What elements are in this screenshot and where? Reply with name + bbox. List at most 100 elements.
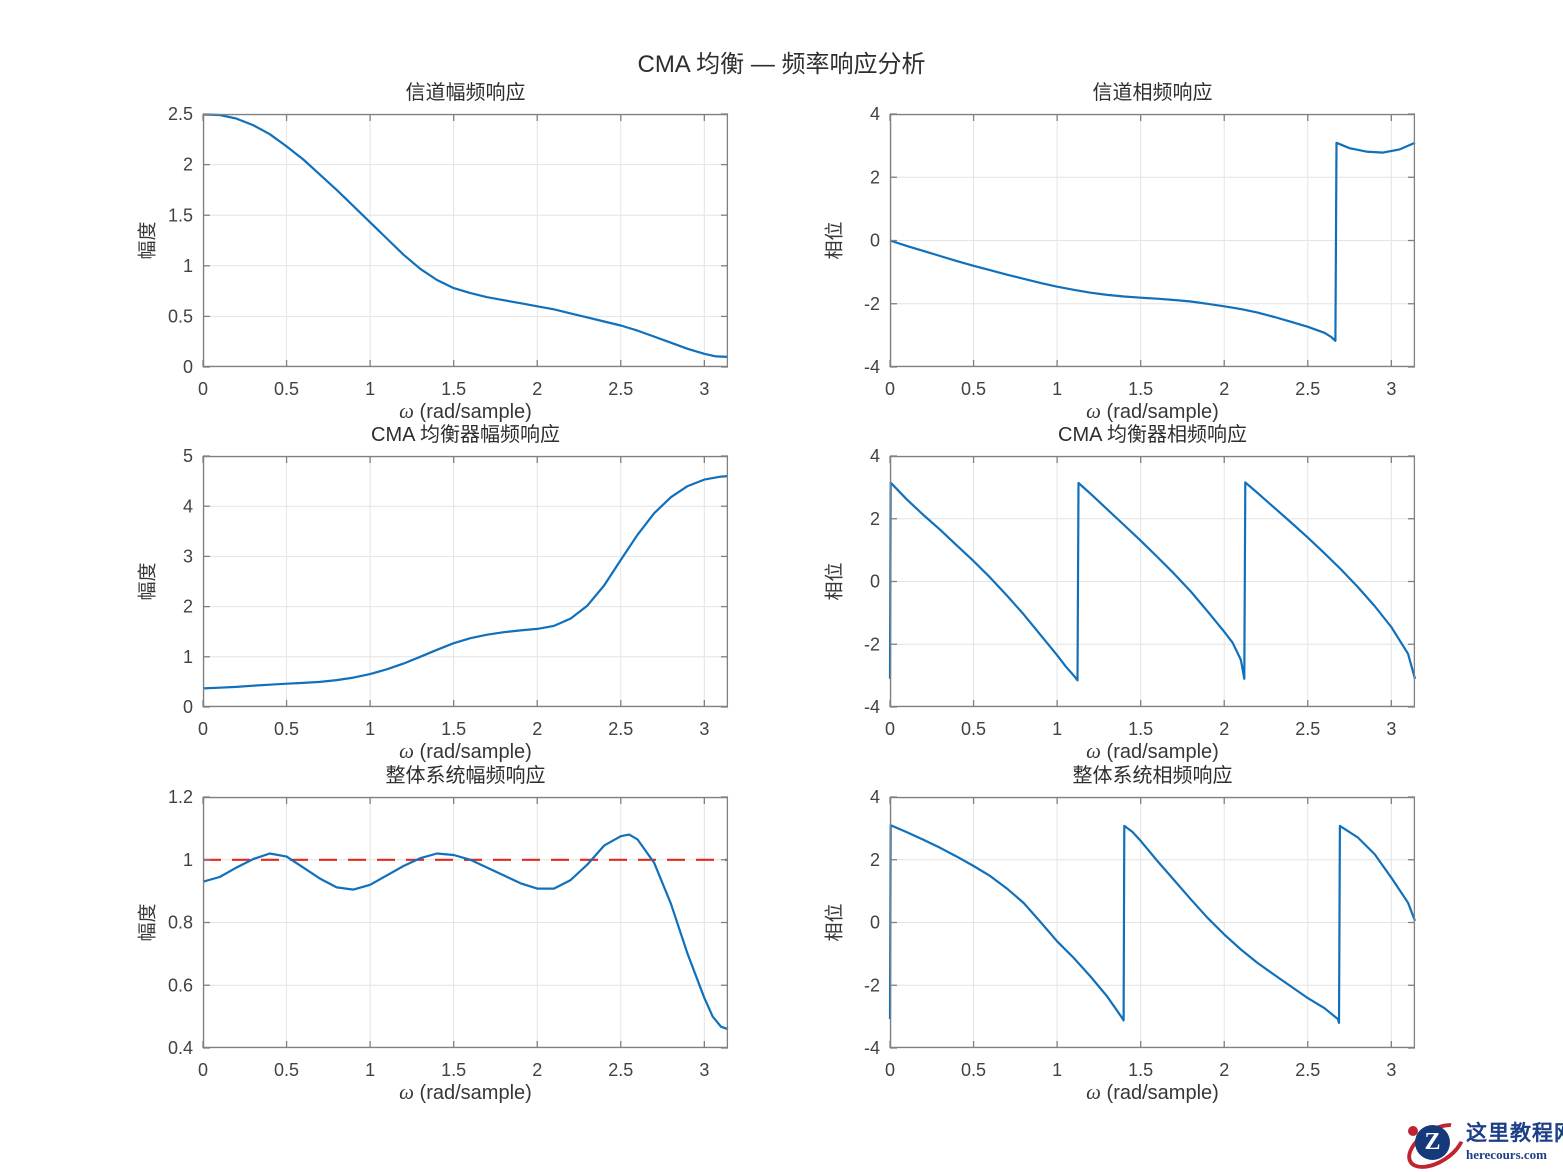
subplot-title: 整体系统幅频响应 — [385, 765, 546, 787]
y-axis-label: 幅度 — [137, 903, 159, 942]
x-tick-label: 2 — [1219, 1060, 1229, 1080]
subplot-equalizer-magnitude: CMA 均衡器幅频响应 幅度 0 0.5 1 1.5 2 2.5 3 0 1 2 3 4 5 ω (ra… — [138, 424, 729, 763]
x-tick-label: 0.5 — [961, 1060, 986, 1080]
y-tick-label: 4 — [183, 496, 193, 516]
series-line-overall-phase — [888, 824, 1417, 1024]
x-axis-label: ω (rad/sample) — [1086, 1080, 1219, 1104]
series-line-equalizer-phase — [888, 481, 1417, 682]
subplot-title: 信道相频响应 — [1092, 82, 1213, 104]
plot-canvas: 0 0.5 1 1.5 2 2.5 3 0 0.5 1 1.5 2 2.5 — [168, 104, 729, 399]
x-tick-label: 2 — [532, 379, 542, 399]
axes-box — [202, 455, 729, 708]
x-tick-label: 1.5 — [441, 1060, 466, 1080]
watermark-logo: Z — [1399, 1113, 1473, 1172]
subplot-channel-phase: 信道相频响应 相位 0 0.5 1 1.5 2 2.5 3 -4 -2 0 2 4 ω (rad/sa… — [825, 82, 1416, 423]
x-tick-label: 2.5 — [1295, 379, 1320, 399]
y-tick-label: 0 — [870, 231, 880, 251]
y-tick-label: 2 — [183, 597, 193, 617]
y-tick-label: -4 — [864, 357, 880, 377]
x-tick-label: 0 — [198, 379, 208, 399]
y-tick-label: -2 — [864, 294, 880, 314]
x-tick-label: 3 — [699, 1060, 709, 1080]
subplot-title: CMA 均衡器幅频响应 — [371, 424, 560, 446]
y-tick-label: 1.5 — [168, 205, 193, 225]
x-tick-label: 1 — [365, 1060, 375, 1080]
subplot-title: CMA 均衡器相频响应 — [1058, 424, 1247, 446]
y-axis-label: 相位 — [824, 903, 846, 942]
y-tick-label: 4 — [870, 104, 880, 124]
y-tick-label: 1.2 — [168, 787, 193, 807]
plot-canvas: 0 0.5 1 1.5 2 2.5 3 0 1 2 3 4 5 — [183, 446, 729, 739]
y-tick-label: 2 — [870, 509, 880, 529]
x-tick-label: 2.5 — [608, 379, 633, 399]
x-tick-label: 2.5 — [608, 1060, 633, 1080]
y-tick-label: 3 — [183, 547, 193, 567]
x-tick-label: 2.5 — [608, 719, 633, 739]
y-axis-label: 幅度 — [137, 562, 159, 601]
x-tick-label: 0.5 — [274, 1060, 299, 1080]
y-tick-label: 0 — [183, 357, 193, 377]
y-axis-label: 相位 — [824, 221, 846, 260]
x-tick-label: 1.5 — [1128, 719, 1153, 739]
x-tick-label: 3 — [1386, 719, 1396, 739]
x-tick-label: 0 — [885, 379, 895, 399]
y-tick-label: 2 — [870, 850, 880, 870]
y-tick-label: 0 — [870, 913, 880, 933]
x-tick-label: 3 — [1386, 1060, 1396, 1080]
plot-canvas: 0 0.5 1 1.5 2 2.5 3 -4 -2 0 2 4 — [864, 446, 1417, 739]
y-axis-label: 相位 — [824, 562, 846, 601]
y-tick-label: 4 — [870, 787, 880, 807]
watermark: Z 这里教程网 herecours.com — [1399, 1113, 1563, 1172]
subplot-equalizer-phase: CMA 均衡器相频响应 相位 0 0.5 1 1.5 2 2.5 3 -4 -2 0 2 4 ω (r… — [825, 424, 1417, 763]
x-tick-label: 2.5 — [1295, 1060, 1320, 1080]
y-tick-label: 0 — [183, 697, 193, 717]
x-axis-label: ω (rad/sample) — [1086, 399, 1219, 423]
watermark-logo-letter: Z — [1424, 1129, 1441, 1155]
subplot-overall-phase: 整体系统相频响应 相位 0 0.5 1 1.5 2 2.5 3 -4 -2 0 2 4 ω (rad/… — [825, 765, 1417, 1104]
series-line-overall-magnitude — [202, 833, 729, 1031]
x-tick-label: 1 — [1052, 1060, 1062, 1080]
y-tick-label: 2.5 — [168, 104, 193, 124]
y-axis-label: 幅度 — [137, 221, 159, 260]
x-tick-label: 0.5 — [274, 719, 299, 739]
y-tick-label: 2 — [183, 155, 193, 175]
x-tick-label: 1.5 — [1128, 379, 1153, 399]
x-tick-label: 0.5 — [961, 719, 986, 739]
x-axis-label: ω (rad/sample) — [399, 739, 532, 763]
y-tick-label: 1 — [183, 256, 193, 276]
x-axis-label: ω (rad/sample) — [399, 399, 532, 423]
x-tick-label: 2.5 — [1295, 719, 1320, 739]
x-tick-label: 1 — [1052, 379, 1062, 399]
x-tick-label: 0.5 — [274, 379, 299, 399]
y-tick-label: 0.5 — [168, 307, 193, 327]
x-tick-label: 2 — [1219, 719, 1229, 739]
x-tick-label: 1 — [1052, 719, 1062, 739]
plot-canvas: 0 0.5 1 1.5 2 2.5 3 0.4 0.6 0.8 1 1.2 — [168, 787, 729, 1080]
series-line-equalizer-magnitude — [202, 475, 729, 690]
y-tick-label: 1 — [183, 850, 193, 870]
watermark-site-name: 这里教程网 — [1466, 1121, 1563, 1145]
y-tick-label: 4 — [870, 446, 880, 466]
x-tick-label: 3 — [1386, 379, 1396, 399]
y-tick-label: 0.8 — [168, 913, 193, 933]
x-tick-label: 0.5 — [961, 379, 986, 399]
figure-title: CMA 均衡 — 频率响应分析 — [637, 51, 926, 78]
x-tick-label: 1.5 — [441, 379, 466, 399]
y-tick-label: -2 — [864, 634, 880, 654]
x-tick-label: 2 — [532, 1060, 542, 1080]
x-tick-label: 1.5 — [441, 719, 466, 739]
x-axis-label: ω (rad/sample) — [1086, 739, 1219, 763]
watermark-site-url: herecours.com — [1466, 1146, 1547, 1162]
x-tick-label: 0 — [198, 1060, 208, 1080]
x-axis-label: ω (rad/sample) — [399, 1080, 532, 1104]
watermark-logo-circle: Z — [1415, 1125, 1450, 1160]
x-tick-label: 1.5 — [1128, 1060, 1153, 1080]
x-tick-label: 2 — [1219, 379, 1229, 399]
series-line-channel-phase — [889, 141, 1416, 342]
x-tick-label: 1 — [365, 379, 375, 399]
watermark-text: 这里教程网 herecours.com — [1466, 1121, 1563, 1162]
x-tick-label: 2 — [532, 719, 542, 739]
x-tick-label: 0 — [885, 719, 895, 739]
x-tick-label: 3 — [699, 719, 709, 739]
